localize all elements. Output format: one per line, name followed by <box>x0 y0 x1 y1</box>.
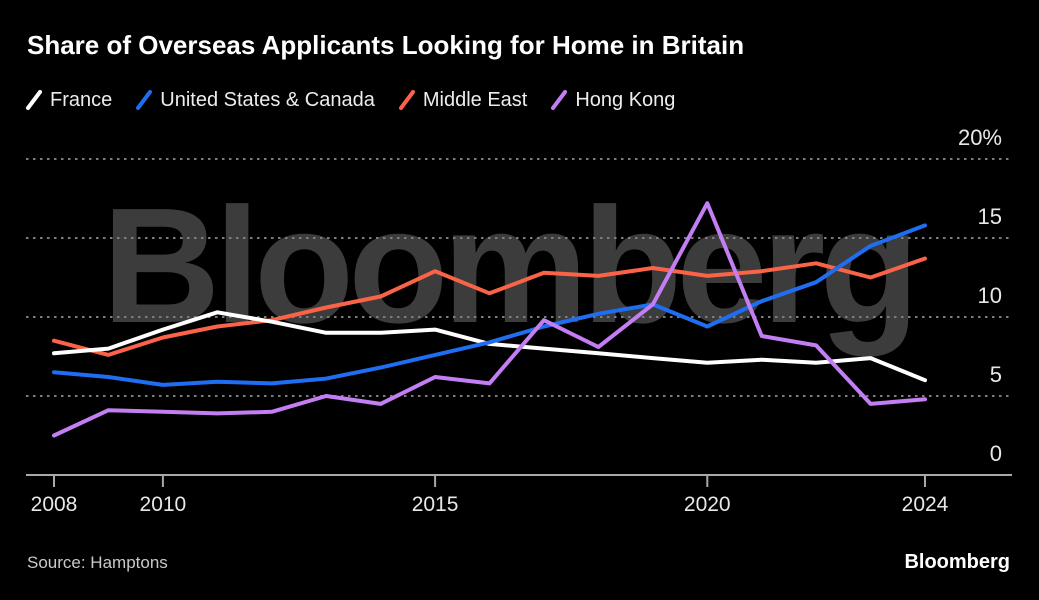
y-axis-label-5: 5 <box>989 362 1002 387</box>
legend-label-hong-kong: Hong Kong <box>575 88 676 111</box>
y-axis-label-20: 20% <box>957 125 1002 150</box>
legend-item-france: France <box>25 88 112 112</box>
series-line-middle-east <box>52 256 927 357</box>
x-axis-label-2015: 2015 <box>411 493 459 516</box>
bloomberg-logo: Bloomberg <box>904 551 1010 573</box>
france-line-swatch-icon <box>26 90 42 110</box>
legend-item-hong-kong: Hong Kong <box>550 88 675 112</box>
y-axis-label-15: 15 <box>977 204 1002 229</box>
legend-item-us-canada: United States & Canada <box>135 88 375 112</box>
x-axis-label-2024: 2024 <box>901 493 949 516</box>
hong-kong-line-swatch-icon <box>551 90 568 110</box>
x-axis-label-2008: 2008 <box>30 493 78 516</box>
legend: France United States & Canada Middle Eas… <box>25 88 675 112</box>
middle-east-line-swatch-icon <box>398 90 415 110</box>
legend-label-us-canada: United States & Canada <box>160 88 375 111</box>
bloomberg-watermark: Bloomberg <box>102 174 920 357</box>
legend-item-middle-east: Middle East <box>398 88 528 112</box>
series-line-hong-kong <box>52 201 927 438</box>
us-canada-line-swatch-icon <box>136 90 153 110</box>
x-axis-label-2020: 2020 <box>683 493 731 516</box>
series-line-france <box>52 310 927 383</box>
chart-title: Share of Overseas Applicants Looking for… <box>27 30 745 60</box>
series-line-united-states-canada <box>52 223 927 387</box>
legend-label-france: France <box>50 88 113 111</box>
y-axis-label-10: 10 <box>977 283 1002 308</box>
x-axis-label-2010: 2010 <box>139 493 187 516</box>
y-axis-label-0: 0 <box>989 441 1002 466</box>
source-caption: Source: Hamptons <box>27 553 168 572</box>
legend-label-middle-east: Middle East <box>422 88 528 111</box>
